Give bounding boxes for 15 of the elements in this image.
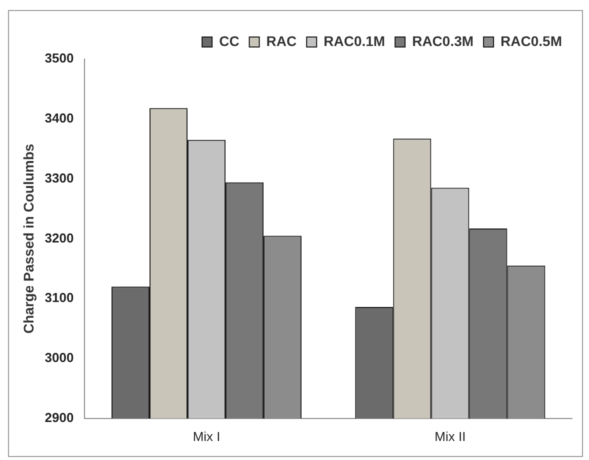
legend-label: RAC	[266, 32, 297, 49]
legend-label: RAC0.3M	[412, 32, 474, 49]
y-tick-label: 3000	[44, 350, 74, 366]
x-tick-label: Mix II	[434, 428, 466, 444]
y-tick-label: 3300	[44, 170, 74, 186]
y-axis-title: Charge Passed in Coulumbs	[20, 144, 36, 334]
y-tick-label: 3100	[44, 290, 74, 306]
y-tick-label: 3400	[44, 110, 74, 126]
y-tick-label: 2900	[44, 410, 74, 425]
legend-label: RAC0.1M	[324, 32, 386, 49]
legend-label: RAC0.5M	[500, 32, 562, 49]
legend-label: CC	[219, 32, 240, 49]
y-tick-label: 3500	[44, 50, 74, 66]
y-tick-label: 3200	[44, 230, 74, 246]
x-tick-label: Mix I	[192, 428, 220, 444]
